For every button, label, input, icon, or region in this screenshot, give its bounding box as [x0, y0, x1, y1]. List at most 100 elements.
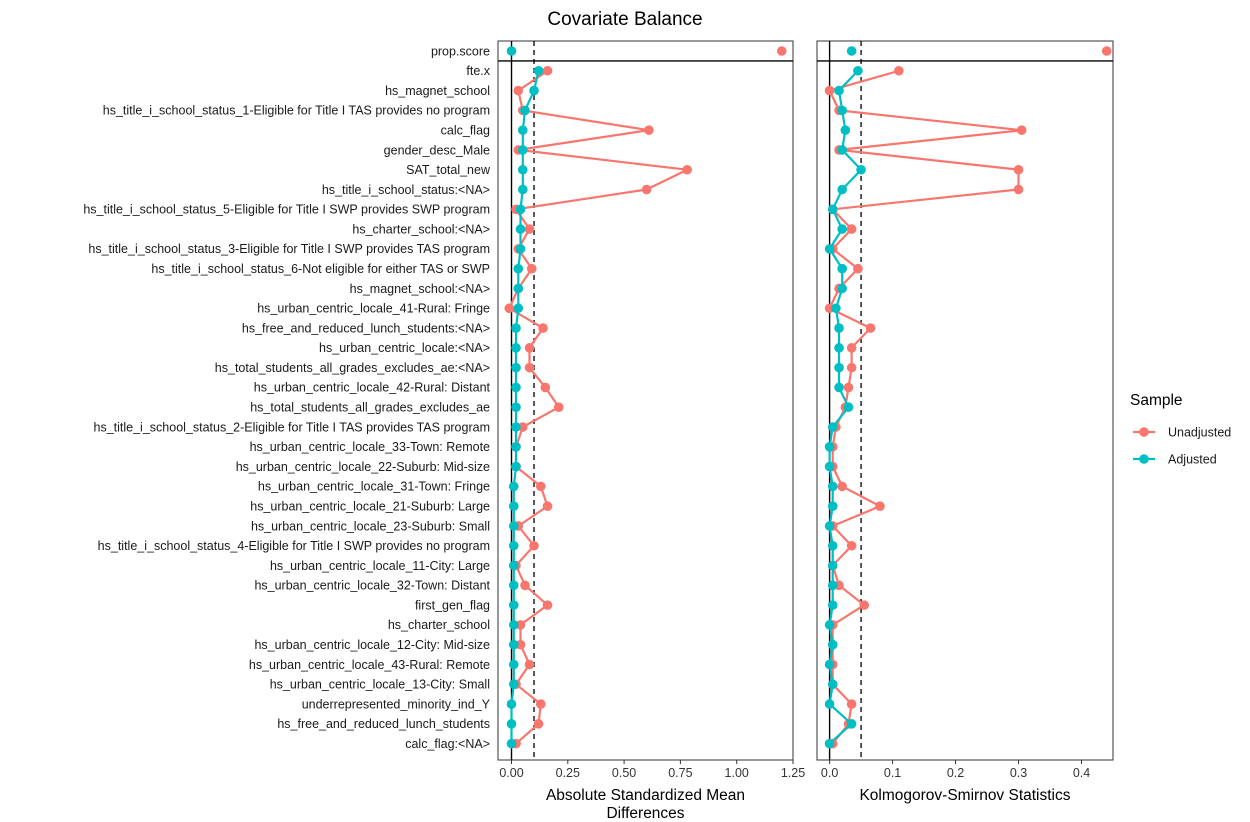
point-adjusted-hs-urban-centric-locale-22-suburb-mid-size [824, 461, 835, 472]
point-adjusted-hs-title-i-school-status-4-eligible-for-title-i-swp-provides-no-program [508, 540, 519, 551]
x-tick-label: 1.25 [781, 766, 805, 780]
point-adjusted-hs-urban-centric-locale-23-suburb-small [824, 521, 835, 531]
point-unadjusted-sat-total-new [682, 164, 692, 175]
point-unadjusted-hs-free-and-reduced-lunch-students-na [538, 323, 548, 333]
variable-label-hs-urban-centric-locale-42-rural-distant: hs_urban_centric_locale_42-Rural: Distan… [254, 381, 491, 395]
point-adjusted-hs-title-i-school-status-1-eligible-for-title-i-tas-provides-no-program [520, 105, 530, 116]
point-adjusted-hs-urban-centric-locale-31-town-fringe [508, 481, 519, 492]
point-adjusted-hs-charter-school [508, 620, 519, 630]
point-unadjusted-sat-total-new [1013, 164, 1024, 175]
x-tick-label: 0.4 [1073, 766, 1090, 780]
point-adjusted-hs-urban-centric-locale-12-city-mid-size [827, 639, 838, 650]
point-adjusted-first-gen-flag [508, 600, 519, 610]
variable-label-first-gen-flag: first_gen_flag [415, 598, 490, 612]
variable-label-hs-title-i-school-status-1-eligible-for-title-i-tas-provides-no-program: hs_title_i_school_status_1-Eligible for … [103, 104, 490, 118]
legend-title: Sample [1130, 392, 1183, 409]
point-adjusted-underrepresented-minority-ind-y [506, 699, 517, 709]
variable-label-fte-x: fte.x [466, 64, 490, 78]
point-unadjusted-fte-x [542, 65, 553, 76]
point-adjusted-hs-title-i-school-status-4-eligible-for-title-i-swp-provides-no-program [827, 540, 838, 551]
point-unadjusted-hs-title-i-school-status-6-not-eligible-for-either-tas-or-swp [853, 263, 863, 274]
variable-label-hs-urban-centric-locale-na: hs_urban_centric_locale:<NA> [319, 341, 490, 355]
x-tick-label: 0.0 [821, 766, 838, 780]
point-adjusted-hs-total-students-all-grades-excludes-ae [843, 402, 854, 413]
variable-label-hs-magnet-school-na: hs_magnet_school:<NA> [350, 282, 490, 296]
variable-label-hs-title-i-school-status-4-eligible-for-title-i-swp-provides-no-program: hs_title_i_school_status_4-Eligible for … [98, 539, 490, 553]
point-adjusted-underrepresented-minority-ind-y [824, 699, 835, 709]
variable-label-hs-title-i-school-status-2-eligible-for-title-i-tas-provides-tas-program: hs_title_i_school_status_2-Eligible for … [94, 420, 491, 434]
series-adjusted [506, 46, 544, 749]
legend-key-point [1139, 427, 1149, 437]
point-adjusted-hs-title-i-school-status-2-eligible-for-title-i-tas-provides-tas-program [511, 422, 521, 432]
x-tick-label: 1.00 [725, 766, 749, 780]
variable-label-hs-urban-centric-locale-23-suburb-small: hs_urban_centric_locale_23-Suburb: Small [251, 519, 490, 533]
point-adjusted-hs-urban-centric-locale-41-rural-fringe [513, 303, 524, 314]
point-adjusted-hs-urban-centric-locale-22-suburb-mid-size [511, 461, 521, 472]
point-adjusted-hs-urban-centric-locale-21-suburb-large [508, 501, 519, 511]
point-unadjusted-hs-title-i-school-status-6-not-eligible-for-either-tas-or-swp [526, 263, 537, 274]
point-unadjusted-hs-urban-centric-locale-31-town-fringe [535, 481, 546, 492]
point-adjusted-hs-title-i-school-status-3-eligible-for-title-i-swp-provides-tas-program [515, 244, 526, 254]
point-unadjusted-hs-urban-centric-locale-41-rural-fringe [504, 303, 515, 314]
point-unadjusted-hs-urban-centric-locale-32-town-distant [520, 580, 530, 591]
x-axis-title: Kolmogorov-Smirnov Statistics [859, 787, 1070, 804]
variable-label-hs-free-and-reduced-lunch-students: hs_free_and_reduced_lunch_students [277, 717, 490, 731]
legend-label: Unadjusted [1168, 426, 1231, 440]
point-adjusted-hs-free-and-reduced-lunch-students [846, 719, 857, 729]
variable-label-sat-total-new: SAT_total_new [406, 163, 491, 177]
point-unadjusted-underrepresented-minority-ind-y [535, 699, 546, 709]
point-unadjusted-hs-urban-centric-locale-42-rural-distant [540, 382, 551, 393]
point-adjusted-hs-magnet-school [834, 85, 844, 96]
point-unadjusted-underrepresented-minority-ind-y [846, 699, 857, 709]
point-unadjusted-prop-score [776, 46, 787, 56]
point-adjusted-hs-title-i-school-status-6-not-eligible-for-either-tas-or-swp [513, 263, 524, 274]
series-line-unadjusted [508, 69, 689, 745]
variable-label-hs-urban-centric-locale-22-suburb-mid-size: hs_urban_centric_locale_22-Suburb: Mid-s… [236, 460, 490, 474]
variable-label-hs-total-students-all-grades-excludes-ae: hs_total_students_all_grades_excludes_ae [250, 401, 490, 415]
point-adjusted-sat-total-new [517, 164, 528, 175]
point-unadjusted-hs-title-i-school-status-na [1013, 184, 1024, 195]
point-unadjusted-hs-charter-school [515, 620, 526, 630]
point-unadjusted-first-gen-flag [542, 600, 553, 610]
variable-label-hs-charter-school: hs_charter_school [388, 618, 490, 632]
point-unadjusted-calc-flag [644, 125, 654, 135]
x-tick-label: 0.3 [1010, 766, 1027, 780]
variable-label-calc-flag-na: calc_flag:<NA> [405, 737, 490, 751]
point-unadjusted-first-gen-flag [859, 600, 870, 610]
variable-label-hs-urban-centric-locale-32-town-distant: hs_urban_centric_locale_32-Town: Distant [254, 579, 490, 593]
point-unadjusted-hs-urban-centric-locale-12-city-mid-size [515, 639, 526, 650]
point-adjusted-sat-total-new [856, 164, 866, 175]
point-unadjusted-hs-charter-school-na [524, 224, 535, 234]
point-adjusted-hs-title-i-school-status-3-eligible-for-title-i-swp-provides-tas-program [824, 244, 835, 254]
variable-label-calc-flag: calc_flag [441, 123, 490, 137]
point-adjusted-hs-urban-centric-locale-21-suburb-large [827, 501, 838, 511]
point-adjusted-hs-urban-centric-locale-13-city-small [827, 679, 838, 690]
variable-label-hs-charter-school-na: hs_charter_school:<NA> [352, 222, 490, 236]
variable-label-hs-urban-centric-locale-13-city-small: hs_urban_centric_locale_13-City: Small [270, 678, 490, 692]
point-unadjusted-prop-score [1101, 46, 1112, 56]
point-unadjusted-hs-total-students-all-grades-excludes-ae-na [846, 362, 857, 373]
panel-frame [497, 40, 794, 761]
variable-label-hs-urban-centric-locale-31-town-fringe: hs_urban_centric_locale_31-Town: Fringe [258, 480, 490, 494]
point-adjusted-calc-flag [840, 125, 851, 135]
point-adjusted-hs-urban-centric-locale-43-rural-remote [508, 659, 519, 670]
point-unadjusted-fte-x [894, 65, 904, 76]
point-adjusted-hs-title-i-school-status-6-not-eligible-for-either-tas-or-swp [837, 263, 847, 274]
point-adjusted-hs-title-i-school-status-na [837, 184, 847, 195]
x-tick-label: 0.25 [556, 766, 580, 780]
point-adjusted-hs-total-students-all-grades-excludes-ae-na [511, 362, 521, 373]
chart-title: Covariate Balance [547, 9, 702, 30]
point-adjusted-hs-urban-centric-locale-41-rural-fringe [831, 303, 841, 314]
point-adjusted-prop-score [506, 46, 517, 56]
point-adjusted-hs-title-i-school-status-na [517, 184, 528, 195]
point-adjusted-hs-urban-centric-locale-11-city-large [827, 560, 838, 571]
point-unadjusted-hs-free-and-reduced-lunch-students [533, 719, 544, 729]
point-adjusted-hs-title-i-school-status-2-eligible-for-title-i-tas-provides-tas-program [827, 422, 838, 432]
point-adjusted-hs-urban-centric-locale-32-town-distant [827, 580, 838, 591]
point-adjusted-hs-urban-centric-locale-42-rural-distant [834, 382, 844, 393]
variable-label-hs-urban-centric-locale-12-city-mid-size: hs_urban_centric_locale_12-City: Mid-siz… [254, 638, 490, 652]
point-adjusted-hs-magnet-school-na [513, 283, 524, 294]
point-unadjusted-hs-free-and-reduced-lunch-students-na [865, 323, 876, 333]
variable-label-hs-urban-centric-locale-21-suburb-large: hs_urban_centric_locale_21-Suburb: Large [250, 499, 490, 513]
